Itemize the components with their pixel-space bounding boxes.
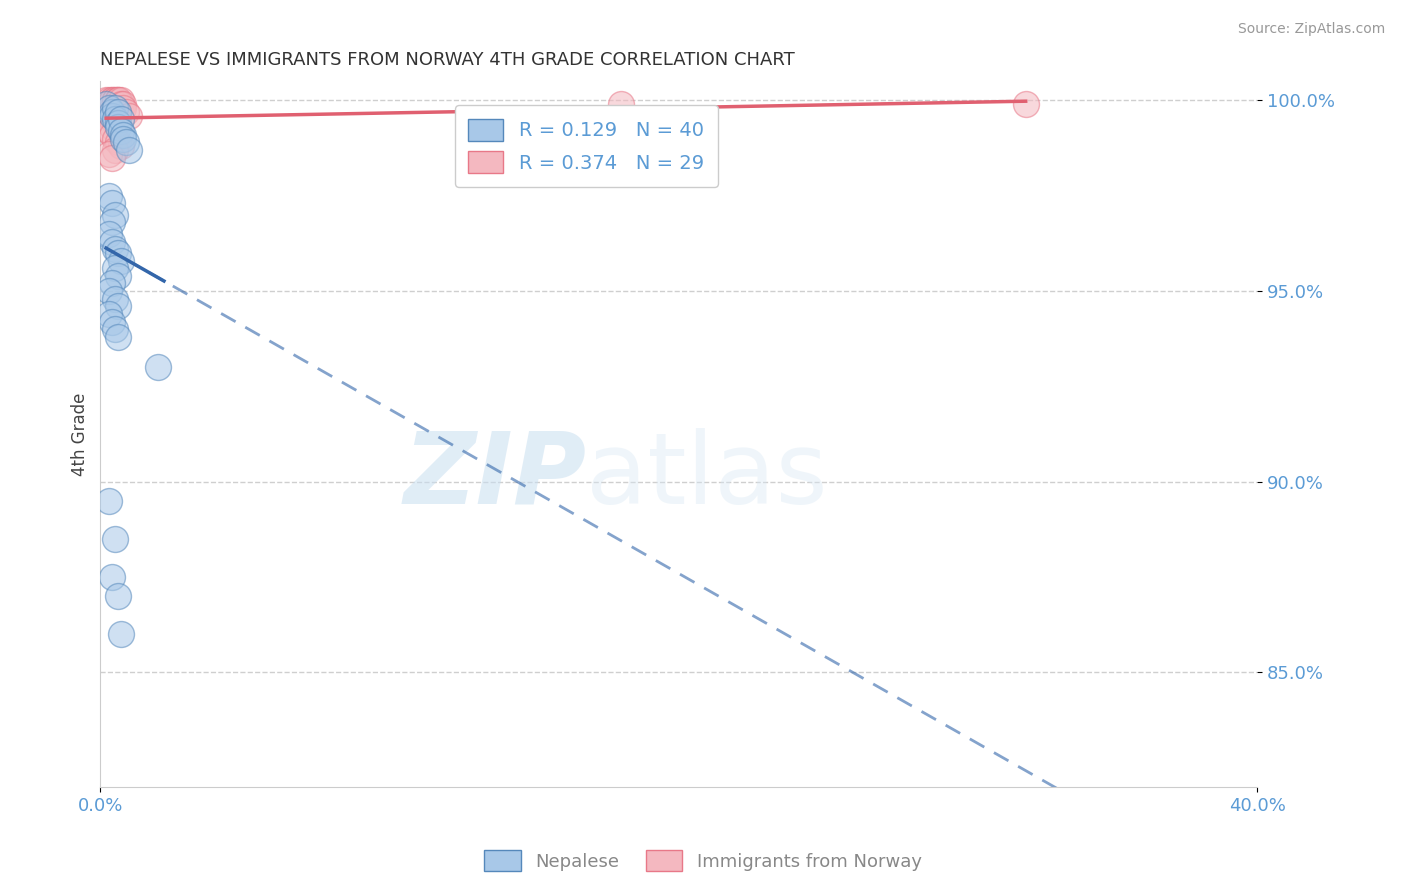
Point — [94, 94, 117, 108]
Point — [107, 94, 129, 108]
Point — [104, 532, 127, 546]
Point — [98, 307, 121, 321]
Point — [104, 143, 127, 157]
Point — [104, 322, 127, 336]
Point — [101, 315, 124, 329]
Point — [110, 139, 132, 153]
Point — [107, 246, 129, 260]
Y-axis label: 4th Grade: 4th Grade — [72, 392, 89, 475]
Text: atlas: atlas — [586, 428, 828, 524]
Point — [94, 97, 117, 112]
Point — [104, 292, 127, 306]
Point — [101, 120, 124, 134]
Point — [118, 109, 141, 123]
Point — [107, 330, 129, 344]
Point — [104, 112, 127, 127]
Point — [107, 120, 129, 134]
Point — [115, 136, 138, 150]
Point — [610, 97, 633, 112]
Point — [98, 101, 121, 115]
Text: NEPALESE VS IMMIGRANTS FROM NORWAY 4TH GRADE CORRELATION CHART: NEPALESE VS IMMIGRANTS FROM NORWAY 4TH G… — [100, 51, 796, 69]
Point — [98, 284, 121, 298]
Point — [98, 109, 121, 123]
Point — [101, 235, 124, 249]
Point — [110, 94, 132, 108]
Point — [104, 94, 127, 108]
Point — [98, 94, 121, 108]
Point — [110, 253, 132, 268]
Point — [101, 277, 124, 291]
Point — [118, 143, 141, 157]
Point — [101, 215, 124, 229]
Text: Source: ZipAtlas.com: Source: ZipAtlas.com — [1237, 22, 1385, 37]
Point — [98, 227, 121, 241]
Point — [112, 128, 135, 142]
Point — [101, 128, 124, 142]
Point — [107, 589, 129, 603]
Point — [107, 268, 129, 283]
Point — [101, 151, 124, 165]
Point — [110, 627, 132, 641]
Point — [104, 208, 127, 222]
Point — [101, 104, 124, 119]
Point — [98, 124, 121, 138]
Point — [112, 97, 135, 112]
Point — [104, 131, 127, 145]
Point — [98, 146, 121, 161]
Point — [110, 124, 132, 138]
Point — [110, 97, 132, 112]
Legend: R = 0.129   N = 40, R = 0.374   N = 29: R = 0.129 N = 40, R = 0.374 N = 29 — [454, 105, 717, 187]
Point — [104, 242, 127, 256]
Point — [104, 261, 127, 276]
Point — [107, 136, 129, 150]
Point — [112, 101, 135, 115]
Point — [107, 94, 129, 108]
Point — [107, 116, 129, 130]
Text: ZIP: ZIP — [404, 428, 586, 524]
Point — [148, 360, 170, 375]
Point — [104, 101, 127, 115]
Point — [1015, 97, 1038, 112]
Point — [101, 112, 124, 127]
Point — [107, 299, 129, 313]
Point — [101, 570, 124, 584]
Point — [107, 94, 129, 108]
Legend: Nepalese, Immigrants from Norway: Nepalese, Immigrants from Norway — [477, 843, 929, 879]
Point — [104, 116, 127, 130]
Point — [98, 188, 121, 202]
Point — [101, 109, 124, 123]
Point — [101, 94, 124, 108]
Point — [101, 94, 124, 108]
Point — [112, 131, 135, 145]
Point — [115, 104, 138, 119]
Point — [101, 196, 124, 211]
Point — [110, 112, 132, 127]
Point — [107, 104, 129, 119]
Point — [104, 94, 127, 108]
Point — [98, 493, 121, 508]
